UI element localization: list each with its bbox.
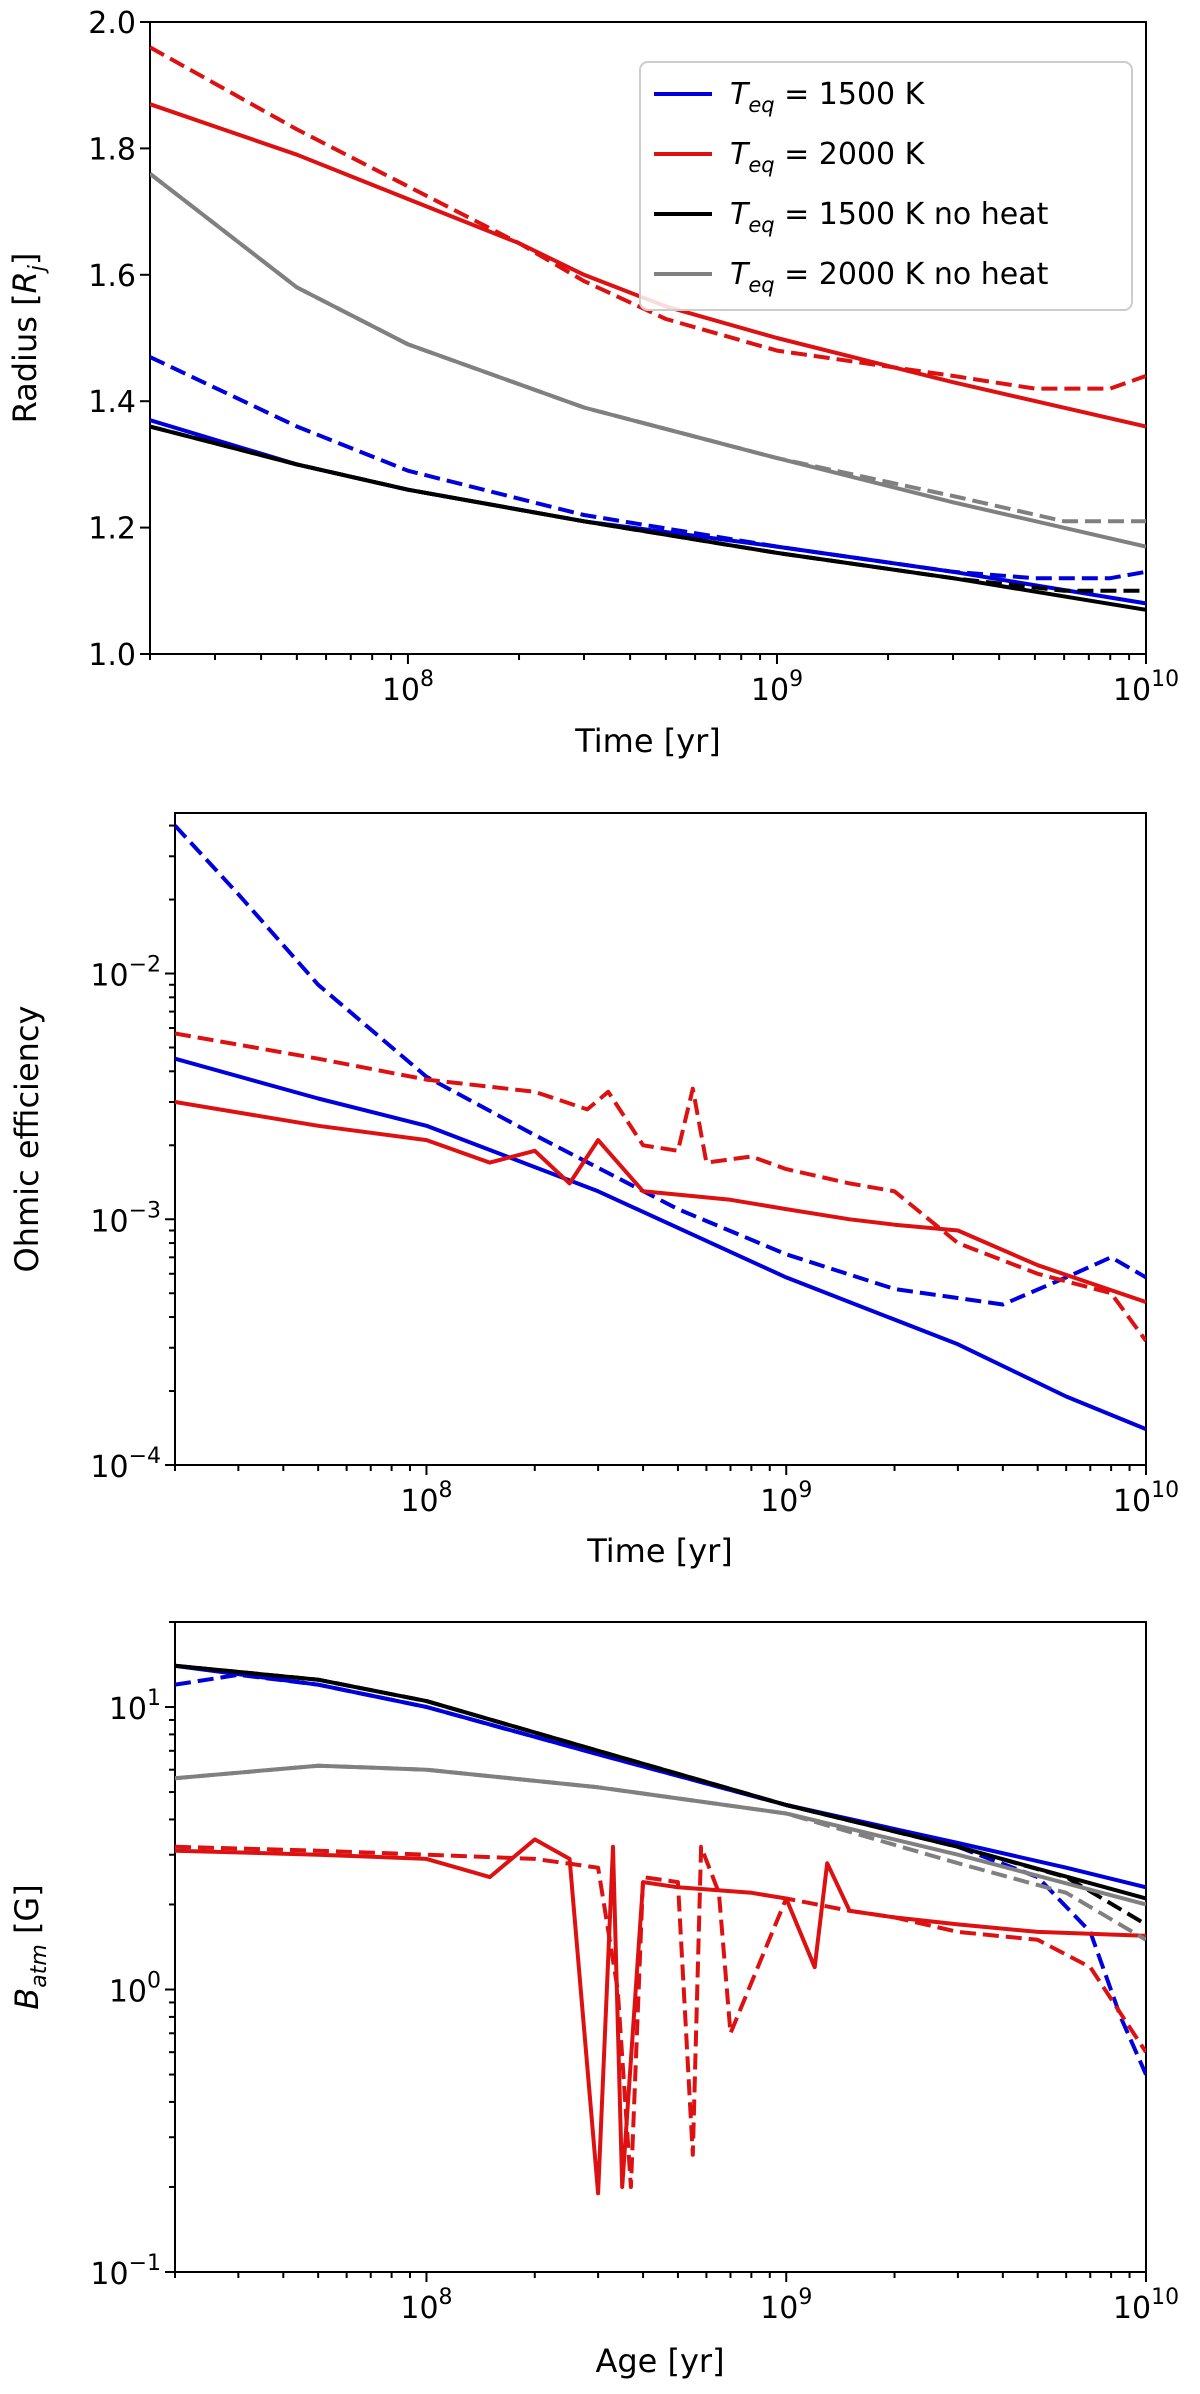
y-tick-label: 1.2 <box>88 512 136 547</box>
legend-label: Teq = 1500 K no heat <box>730 197 1049 237</box>
series-line <box>150 45 1146 391</box>
series-line <box>175 1837 1146 2196</box>
axes-frame <box>174 1621 1147 2273</box>
panel-b-atm: 108 109 1010 10−1 100 101 Age [yr] Batm [G] <box>8 1621 1179 2380</box>
y-axis-label: Ohmic efficiency <box>8 1006 46 1273</box>
series-line <box>175 1100 1146 1304</box>
y-axis-label: Radius [Rj] <box>6 253 50 424</box>
x-axis-label: Age [yr] <box>595 2342 724 2380</box>
x-tick-label: 109 <box>760 2285 812 2326</box>
x-tick-label: 109 <box>751 667 803 708</box>
series-line <box>150 355 1146 581</box>
y-tick-label: 2.0 <box>88 6 136 41</box>
series-line <box>150 424 1146 593</box>
x-tick-label: 1010 <box>1113 2285 1179 2326</box>
y-tick-label: 10−1 <box>90 2251 161 2292</box>
x-tick-label: 1010 <box>1113 1478 1179 1519</box>
x-axis-label: Time [yr] <box>574 722 721 760</box>
series-line <box>175 1844 1146 2189</box>
series-line <box>175 1763 1146 1942</box>
y-tick-label: 101 <box>109 1686 161 1727</box>
panel-ohmic-efficiency: 108 109 1010 10−4 10−3 10−2 Time [yr] Ohmic e… <box>8 812 1179 1570</box>
x-tick-label: 1010 <box>1113 667 1179 708</box>
x-tick-label: 109 <box>760 1478 812 1519</box>
y-tick-label: 1.0 <box>88 638 136 673</box>
series-line <box>175 1031 1146 1343</box>
panel-radius: 108 109 1010 1.0 1.2 1.4 1.6 1.8 2.0 Time [yr] R… <box>6 6 1179 760</box>
y-tick-label: 10−4 <box>90 1444 161 1485</box>
series-line <box>150 172 1146 524</box>
x-tick-label: 108 <box>382 667 434 708</box>
axes-frame <box>174 812 1147 1466</box>
series-line <box>175 1663 1146 1927</box>
y-tick-label: 1.8 <box>88 132 136 167</box>
x-tick-label: 108 <box>400 1478 452 1519</box>
y-tick-label: 10−2 <box>90 953 161 994</box>
series-line <box>175 1056 1146 1431</box>
legend-box <box>639 61 1133 311</box>
x-axis-label: Time [yr] <box>586 1532 733 1570</box>
y-tick-label: 100 <box>109 1969 161 2010</box>
series-line <box>175 824 1146 1307</box>
y-axis-label: Batm [G] <box>8 1884 52 2009</box>
y-tick-label: 10−3 <box>90 1198 161 1239</box>
y-tick-label: 1.4 <box>88 385 136 420</box>
legend: Teq = 1500 K Teq = 2000 K Teq = 1500 K no … <box>639 61 1133 311</box>
x-tick-label: 108 <box>400 2285 452 2326</box>
legend-label: Teq = 2000 K no heat <box>730 257 1049 297</box>
legend-label: Teq = 2000 K <box>730 137 926 177</box>
legend-label: Teq = 1500 K <box>730 77 926 117</box>
y-tick-label: 1.6 <box>88 259 136 294</box>
